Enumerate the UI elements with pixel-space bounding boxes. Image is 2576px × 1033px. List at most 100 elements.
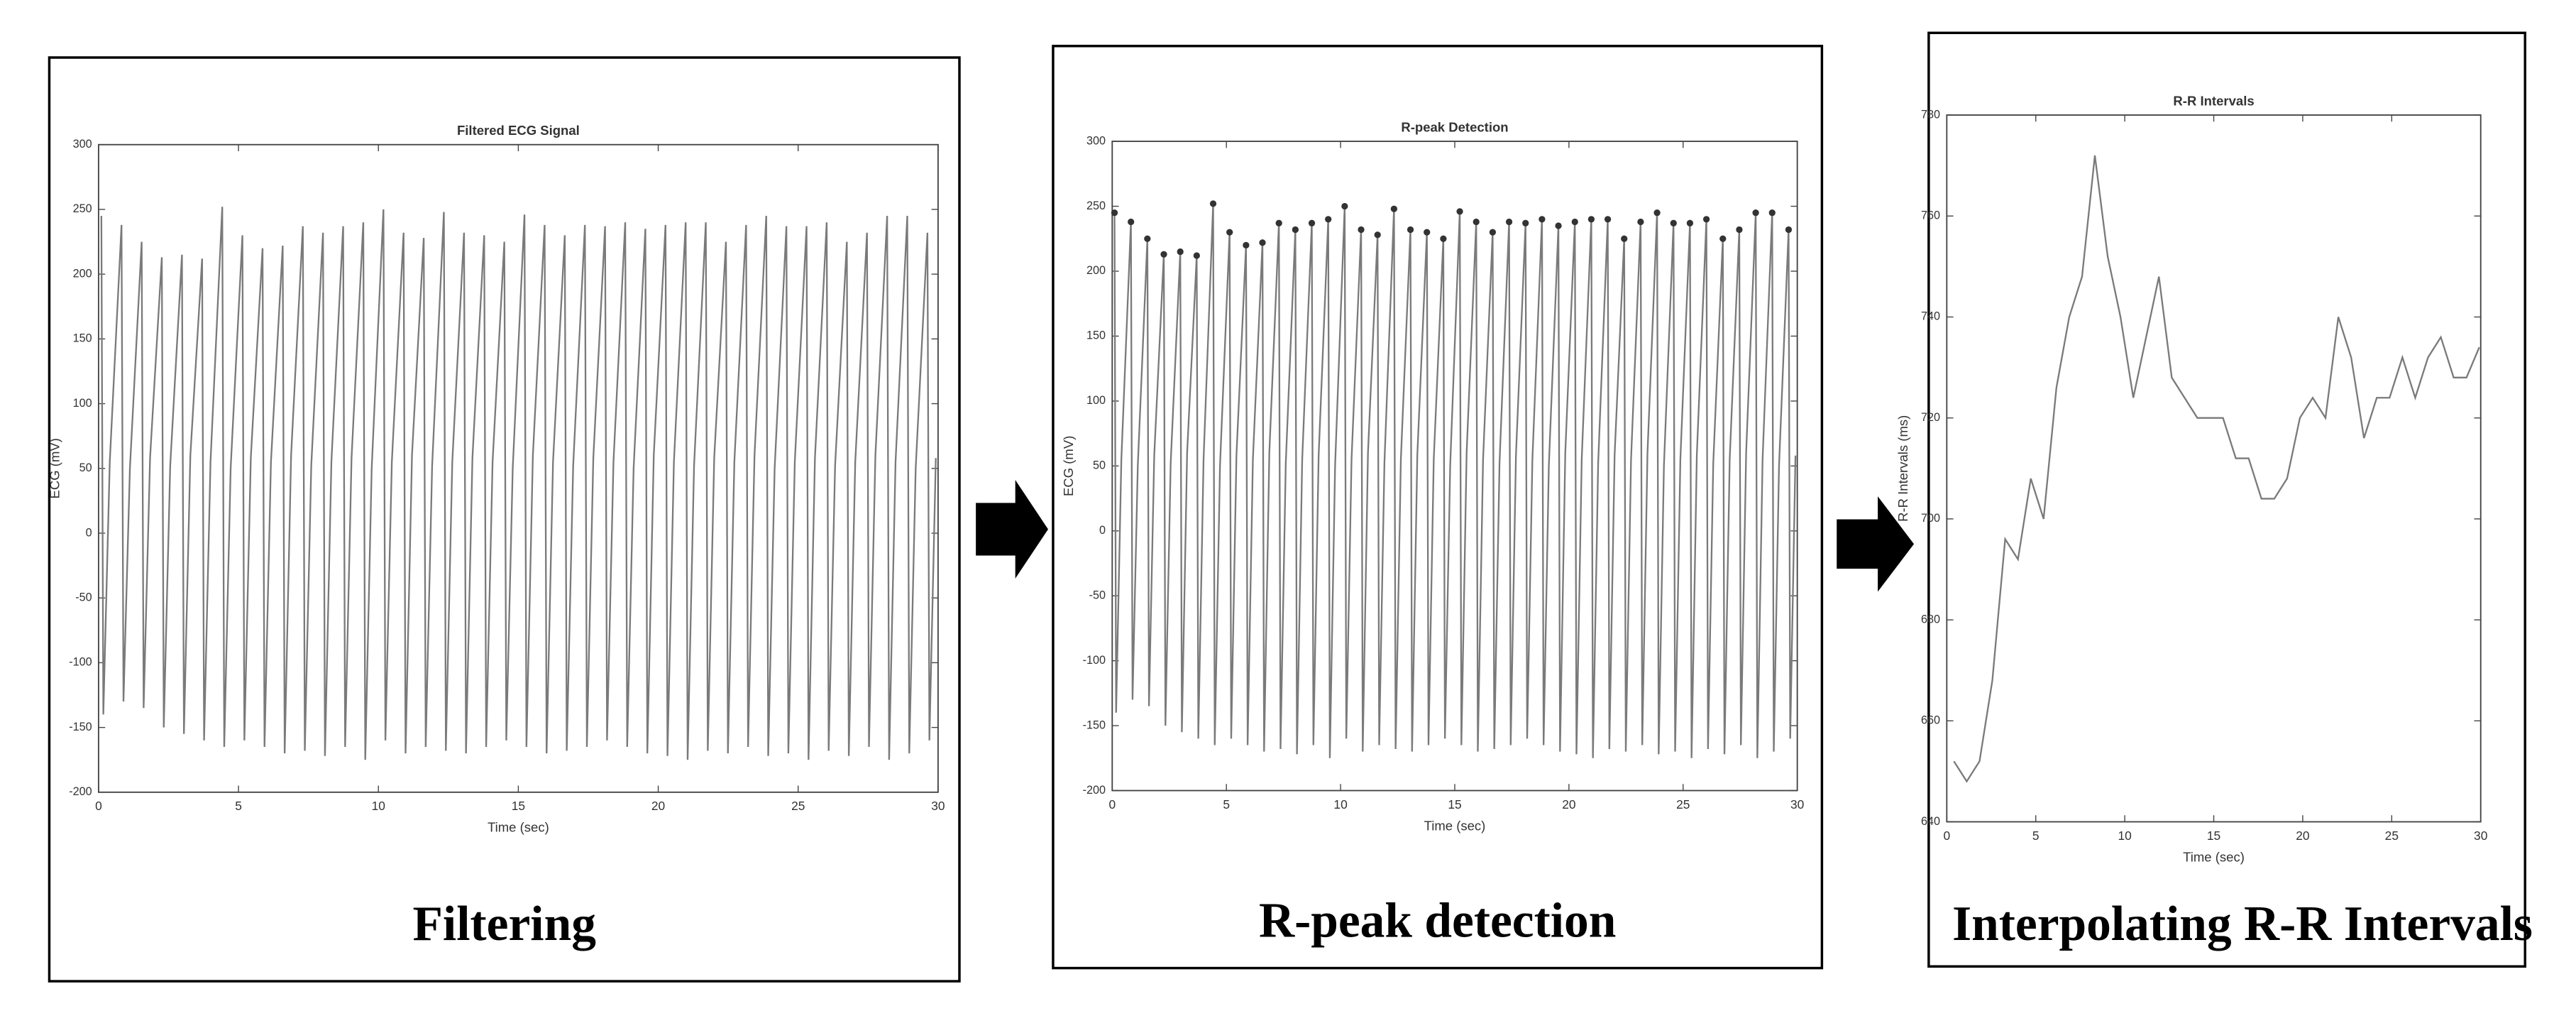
y-tick-label: 50	[1093, 459, 1106, 472]
peak-marker	[1571, 218, 1578, 226]
peak-marker	[1243, 241, 1250, 249]
y-tick-label: -50	[75, 591, 92, 603]
x-tick-label: 0	[1108, 797, 1116, 811]
y-tick-label: 720	[1921, 411, 1940, 424]
peak-marker	[1374, 231, 1381, 239]
y-tick-label: -200	[69, 785, 92, 798]
caption: R-peak detection	[1259, 893, 1616, 948]
data-line	[1953, 155, 2480, 783]
y-tick-label: 760	[1921, 209, 1940, 222]
peak-marker	[1736, 226, 1743, 234]
y-tick-label: 200	[73, 267, 92, 280]
x-tick-label: 20	[651, 799, 665, 813]
x-tick-label: 5	[235, 799, 242, 813]
x-tick-label: 30	[931, 799, 945, 813]
x-tick-label: 25	[1676, 797, 1690, 811]
peak-marker	[1621, 235, 1628, 242]
data-line	[1113, 203, 1797, 758]
y-tick-label: 150	[1086, 329, 1106, 342]
y-tick-label: 700	[1921, 512, 1940, 525]
plot-area	[1111, 141, 1798, 792]
x-tick-label: 10	[1333, 797, 1347, 811]
peak-marker	[1604, 216, 1612, 223]
y-axis-label: ECG (mV)	[48, 438, 62, 498]
y-tick-label: 740	[1921, 310, 1940, 323]
peak-marker	[1193, 252, 1200, 259]
peak-marker	[1752, 209, 1759, 217]
y-tick-label: 200	[1086, 264, 1106, 277]
peak-marker	[1275, 219, 1282, 226]
x-tick-label: 15	[1448, 797, 1461, 811]
peak-marker	[1539, 216, 1546, 223]
y-tick-label: -100	[69, 656, 92, 669]
x-tick-label: 30	[1790, 797, 1804, 811]
x-axis-label: Time (sec)	[2183, 849, 2245, 864]
chart-title: R-peak Detection	[1401, 119, 1508, 134]
peak-marker	[1358, 226, 1365, 234]
peak-marker	[1653, 209, 1661, 217]
peak-marker	[1456, 208, 1463, 215]
y-tick-label: 0	[1099, 524, 1106, 537]
y-tick-label: 100	[73, 397, 92, 410]
data-line	[100, 207, 937, 760]
x-tick-label: 20	[2296, 829, 2309, 843]
x-axis-label: Time (sec)	[1424, 818, 1486, 833]
y-tick-label: 300	[1086, 134, 1106, 147]
x-tick-label: 25	[791, 799, 805, 813]
peak-marker	[1226, 229, 1233, 236]
x-tick-label: 10	[2118, 829, 2131, 843]
y-tick-label: -100	[1083, 654, 1106, 667]
y-tick-label: -200	[1083, 784, 1106, 797]
y-tick-label: 780	[1921, 108, 1940, 121]
arrow	[976, 479, 1049, 579]
peak-marker	[1555, 222, 1562, 229]
y-tick-label: 250	[1086, 200, 1106, 212]
y-tick-label: 300	[73, 138, 92, 151]
peak-marker	[1325, 216, 1332, 223]
peak-marker	[1209, 200, 1217, 207]
x-tick-label: 0	[1944, 829, 1951, 843]
peak-marker	[1587, 216, 1595, 223]
y-tick-label: 0	[86, 526, 92, 539]
peak-marker	[1719, 235, 1727, 242]
peak-marker	[1768, 209, 1776, 217]
peak-marker	[1473, 218, 1480, 226]
peak-marker	[1160, 251, 1167, 258]
peak-marker	[1522, 219, 1529, 226]
peak-marker	[1489, 229, 1497, 236]
y-axis-label: R-R Intervals (ms)	[1895, 415, 1910, 522]
caption: Filtering	[413, 897, 597, 951]
y-tick-label: 660	[1921, 714, 1940, 727]
y-tick-label: 640	[1921, 815, 1940, 828]
peak-marker	[1341, 202, 1348, 210]
peak-marker	[1111, 209, 1118, 217]
peak-marker	[1177, 248, 1184, 256]
peak-marker	[1505, 218, 1513, 226]
peak-marker	[1144, 235, 1151, 242]
y-tick-label: 100	[1086, 394, 1106, 407]
peak-marker	[1407, 226, 1414, 234]
x-tick-label: 5	[2032, 829, 2040, 843]
y-tick-label: -150	[1083, 718, 1106, 731]
y-tick-label: 150	[73, 332, 92, 345]
x-tick-label: 0	[95, 799, 102, 813]
y-tick-label: -150	[69, 721, 92, 733]
peak-marker	[1686, 219, 1694, 226]
x-tick-label: 5	[1223, 797, 1230, 811]
x-tick-label: 20	[1562, 797, 1575, 811]
plot-area	[1946, 114, 2482, 823]
plot-area	[97, 143, 939, 793]
y-axis-label: ECG (mV)	[1061, 436, 1076, 496]
peak-marker	[1637, 218, 1644, 226]
peak-marker	[1390, 205, 1398, 212]
x-tick-label: 10	[372, 799, 385, 813]
x-tick-label: 15	[512, 799, 525, 813]
chart-title: Filtered ECG Signal	[457, 123, 580, 138]
peak-marker	[1292, 226, 1299, 234]
peak-marker	[1670, 219, 1677, 226]
peak-marker	[1128, 218, 1135, 226]
caption: Interpolating R-R Intervals	[1952, 897, 2533, 951]
y-tick-label: 680	[1921, 613, 1940, 625]
y-tick-label: 250	[73, 202, 92, 215]
